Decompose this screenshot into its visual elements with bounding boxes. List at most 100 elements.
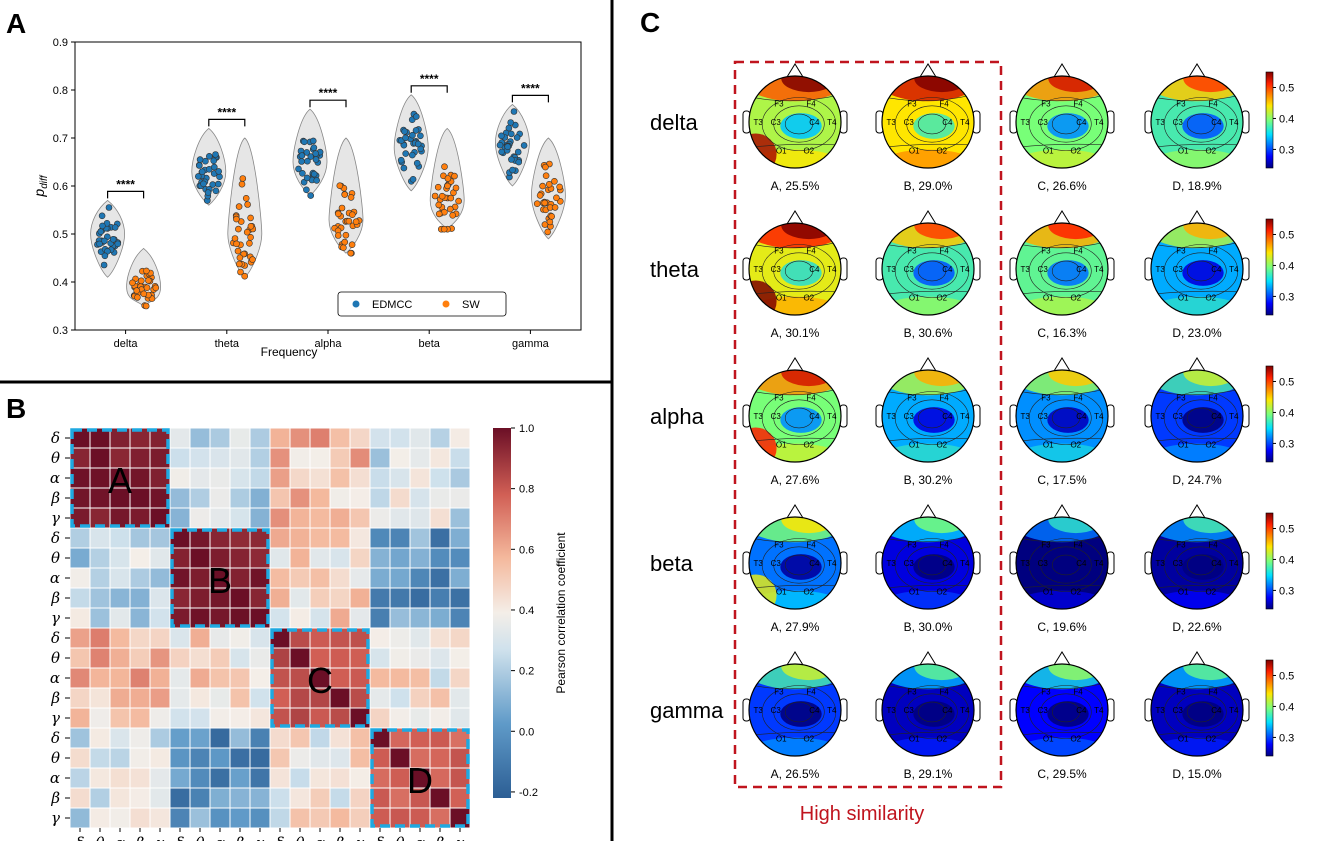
topomap-delta-c: F3 F4 T3 C3 C4 T4 O1 O2 C, 26.6% [1009,63,1115,193]
heatmap-cell [69,667,91,689]
heatmap-cell [69,747,91,769]
heatmap-cell [409,527,431,549]
topomap-contour [1028,685,1104,739]
topomap-occipital-band [1016,149,1108,168]
heatmap-cell [369,487,391,509]
violin-point [498,148,505,156]
heatmap-cell [229,647,251,669]
heatmap-cell [169,627,191,649]
violin-point [97,228,105,235]
electrode-label-f4: F4 [1208,394,1218,403]
heatmap-cell [429,467,451,489]
heatmap-cell [189,707,211,729]
heatmap-cell [249,427,271,449]
heatmap-cell [409,427,431,449]
violin-point [233,240,240,248]
heatmap-cell [429,747,451,769]
violin-point [553,194,560,202]
heatmap-cell [189,807,211,829]
heatmap-cell [249,767,271,789]
electrode-label-c3: C3 [1173,559,1184,568]
heatmap-cell [429,687,451,709]
topomap-occipital-peak [749,574,777,609]
electrode-label-f4: F4 [1208,688,1218,697]
electrode-label-f4: F4 [939,541,949,550]
topomap-contour [894,538,970,592]
head-outline [748,516,842,610]
heatmap-cell [389,507,411,529]
heatmap-cell [149,807,171,829]
heatmap-cell [329,587,351,609]
heatmap-cell [289,547,311,569]
topomap-contour [1040,105,1092,143]
violin-point [341,238,349,246]
violin-point [134,294,141,301]
heatmap-xtick-label: α [115,834,125,841]
topomap-occipital-band [1151,296,1243,315]
heatmap-cell [289,607,311,629]
electrode-label-c3: C3 [1173,118,1184,127]
heatmap-xtick-label: θ [295,834,304,841]
colorbar-tick-label: 0.6 [519,544,534,556]
electrode-label-t4: T4 [827,559,837,568]
heatmap-cell [109,527,131,549]
heatmap-cell [449,667,471,689]
heatmap-cell [329,807,351,829]
heatmap-ytick-label: γ [51,709,60,727]
violin-point [412,113,420,120]
colorbar-tick-label: 0.4 [519,605,534,617]
heatmap-cell [69,727,91,749]
heatmap-cell [269,507,291,529]
heatmap-xtick-label: θ [195,834,204,841]
colorbar-tick-label: 0.3 [1279,291,1294,303]
violin-ytick-label: 0.6 [53,181,68,193]
heatmap-cell [109,627,131,649]
topomap-field [882,223,974,315]
heatmap-ytick-label: α [50,669,60,687]
heatmap-cell [129,687,151,709]
topomap-contour [906,546,958,584]
heatmap-cell [449,447,471,469]
topomap-caption: B, 30.2% [904,473,953,487]
colorbar-tick-label: 1.0 [519,423,534,435]
head-nose [1188,504,1206,519]
violin-point [143,284,151,292]
heatmap-cell [289,767,311,789]
violin-point [111,224,119,231]
colorbar-tick-label: 0.5 [1279,670,1294,682]
electrode-label-t4: T4 [1094,559,1104,568]
violin-point [336,182,344,189]
topomap-occipital-band [1151,443,1243,462]
electrode-label-f3: F3 [907,394,917,403]
heatmap-cell [289,727,311,749]
topomap-caption: A, 26.5% [771,767,820,781]
violin-ytick-label: 0.9 [53,37,68,49]
violin-point [514,148,522,156]
violin-bodies [90,94,566,310]
heatmap-cell [329,447,351,469]
heatmap-cell [329,487,351,509]
heatmap-xtick-label: α [215,834,225,841]
topomap-caption: B, 29.0% [904,179,953,193]
topomap-theta-c: F3 F4 T3 C3 C4 T4 O1 O2 C, 16.3% [1009,210,1115,340]
heatmap-cell [169,447,191,469]
heatmap-cell [189,487,211,509]
heatmap-colorbar-label: Pearson correlation coefficient [554,532,568,694]
heatmap-cell [189,767,211,789]
heatmap-cell [109,807,131,829]
heatmap-cell [89,647,111,669]
electrode-label-o1: O1 [776,735,787,744]
heatmap-xtick-label: δ [375,834,384,841]
heatmap-cell [329,787,351,809]
heatmap-cell [229,467,251,489]
topomap-occipital-band [882,296,974,315]
electrode-label-o1: O1 [909,294,920,303]
topomap-occipital-band [1016,296,1108,315]
violin-point [212,151,219,158]
violin-point [307,192,315,199]
heatmap-cell [169,787,191,809]
topomap-contour [761,97,837,151]
heatmap-cell [389,427,411,449]
topomap-caption: C, 29.5% [1037,767,1087,781]
heatmap-cell [229,587,251,609]
